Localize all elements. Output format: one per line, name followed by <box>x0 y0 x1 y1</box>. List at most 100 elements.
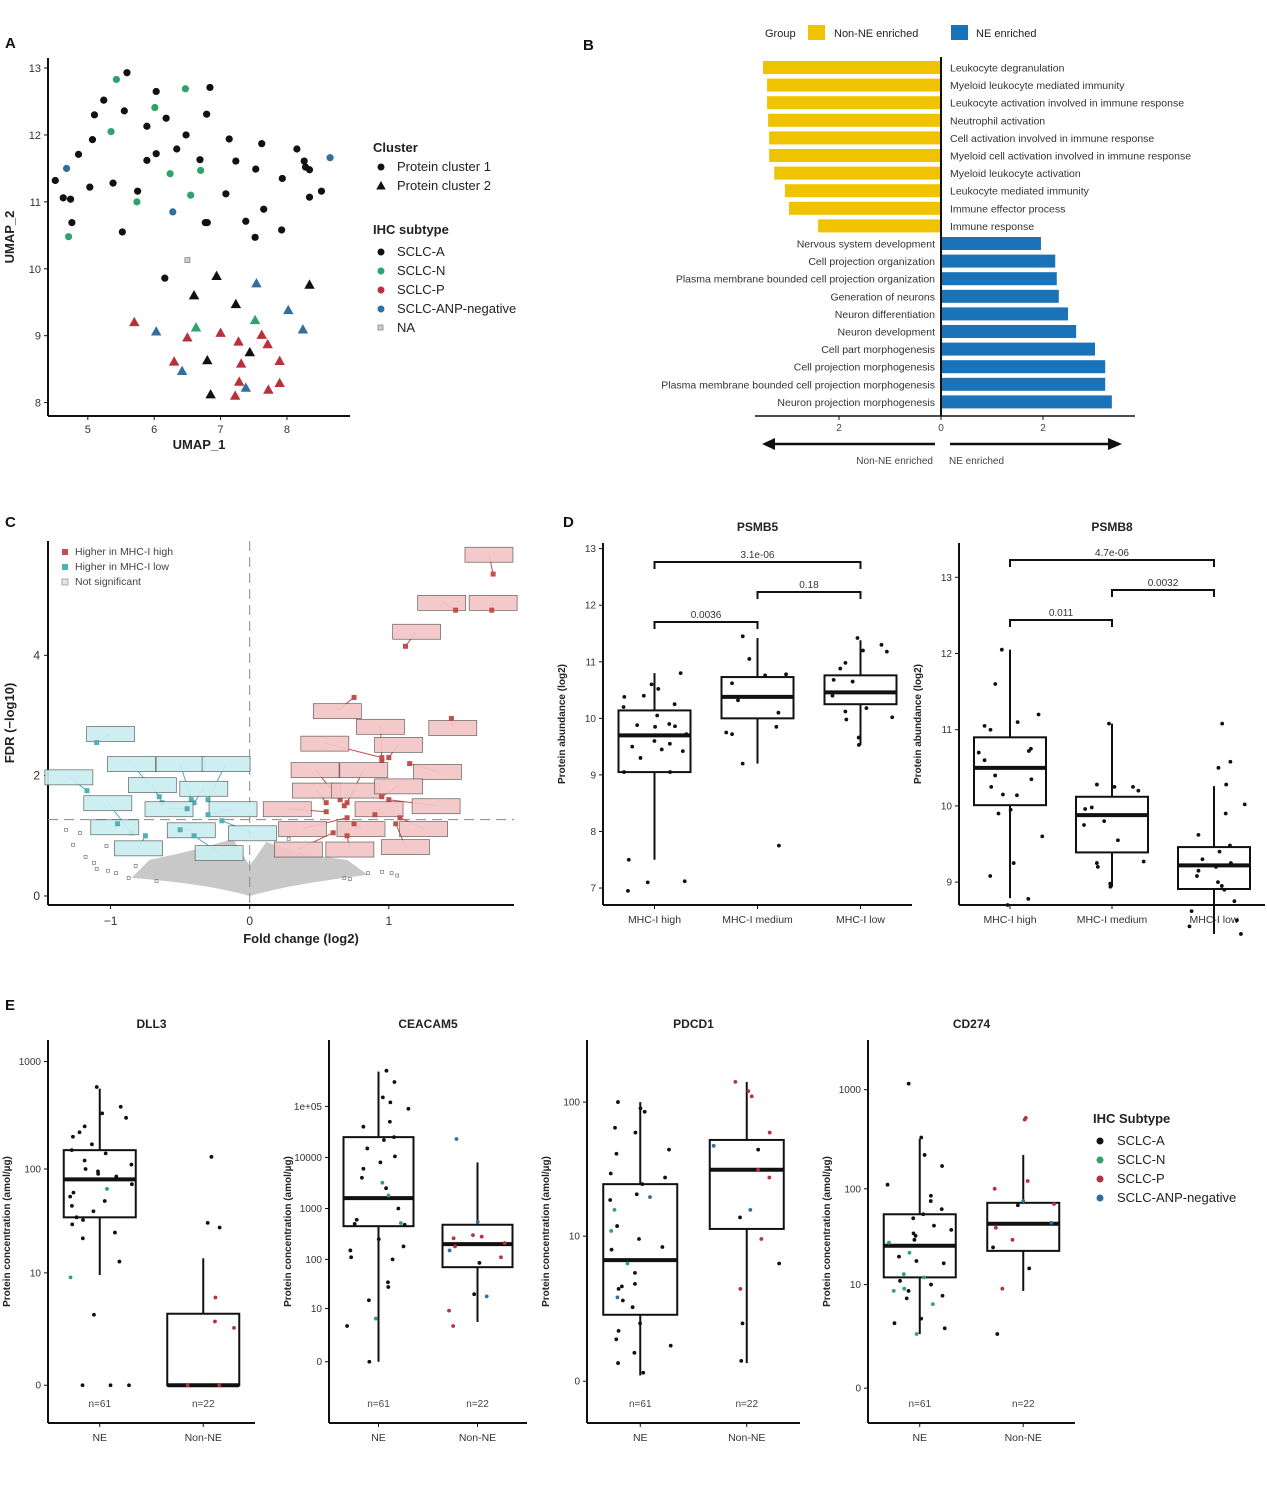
data-point <box>919 1135 924 1140</box>
data-point-circle <box>317 187 326 195</box>
data-point-circle <box>64 233 73 241</box>
data-point <box>641 693 646 698</box>
bar <box>941 289 1059 303</box>
data-point-significant <box>344 800 350 806</box>
data-point-significant <box>205 812 211 818</box>
p-value-label: 0.0032 <box>1148 578 1179 589</box>
data-point <box>940 1164 944 1168</box>
data-point-significant <box>205 797 211 803</box>
data-point <box>1027 1266 1032 1271</box>
bar <box>763 61 941 74</box>
data-point-triangle <box>256 329 267 339</box>
data-point <box>1010 1237 1015 1242</box>
data-point <box>213 1295 218 1300</box>
y-tick-label: 1000 <box>300 1204 323 1215</box>
legend-swatch-non-ne <box>808 25 825 40</box>
plot-title: DLL3 <box>137 1017 167 1031</box>
data-point <box>667 1147 671 1152</box>
box <box>1177 846 1251 890</box>
legend-dot-icon <box>1096 1137 1104 1145</box>
data-point-circle <box>107 128 115 136</box>
data-point <box>384 1186 388 1191</box>
data-point <box>1021 1199 1026 1203</box>
data-point <box>633 1130 638 1135</box>
data-point <box>684 732 689 737</box>
n-count-label: n=22 <box>1012 1399 1035 1410</box>
n-count-label: n=22 <box>192 1399 215 1410</box>
data-point-circle <box>74 150 83 158</box>
gene-label-box <box>331 782 380 799</box>
data-point <box>68 1194 73 1199</box>
data-point <box>843 661 848 665</box>
data-point <box>1141 859 1146 864</box>
legend-na-icon <box>377 324 384 331</box>
data-point <box>1008 807 1013 812</box>
data-point-triangle <box>190 322 202 332</box>
data-point-triangle <box>150 326 162 336</box>
y-axis-title: FDR (−log10) <box>2 683 17 764</box>
y-tick-label: 100 <box>563 1098 580 1109</box>
data-point <box>1196 832 1201 837</box>
x-tick-label: NE <box>633 1432 648 1444</box>
y-tick-label: 8 <box>590 827 596 838</box>
data-point <box>100 1111 105 1116</box>
significance-bracket <box>1009 559 1215 567</box>
data-point <box>626 857 631 862</box>
data-point <box>941 1261 946 1266</box>
data-point <box>740 761 745 766</box>
bar <box>769 131 941 145</box>
legend-dot-icon <box>1096 1156 1104 1164</box>
data-point-triangle <box>229 390 241 400</box>
y-tick-label: 12 <box>941 649 953 660</box>
data-point <box>932 1223 936 1228</box>
p-value-label: 2.3e-08 <box>135 0 169 3</box>
bar <box>941 254 1056 268</box>
data-point <box>1232 899 1237 904</box>
data-point <box>619 1284 624 1289</box>
gene-label-box <box>228 825 277 842</box>
data-point <box>749 1094 754 1099</box>
data-point <box>740 634 745 639</box>
bar-term-label: Myeloid cell activation involved in immu… <box>950 151 1191 163</box>
data-point <box>921 1212 926 1217</box>
data-point <box>1022 1117 1027 1122</box>
data-point-triangle <box>129 316 140 327</box>
data-point <box>830 693 835 698</box>
data-point <box>608 1171 613 1176</box>
data-point <box>89 1142 94 1147</box>
data-point <box>640 1182 645 1187</box>
data-point <box>479 1234 484 1239</box>
legend-dot-icon <box>1096 1175 1104 1183</box>
data-point-circle <box>143 156 151 164</box>
data-point <box>1131 784 1135 789</box>
data-point <box>1187 924 1192 929</box>
n-count-label: n=22 <box>466 1399 489 1410</box>
data-point-circle <box>300 157 308 165</box>
plot-title: CD274 <box>953 1017 991 1031</box>
data-point <box>736 698 740 703</box>
y-tick-label: 0 <box>316 1357 322 1368</box>
data-point-triangle <box>205 389 216 399</box>
legend-label: Not significant <box>75 576 141 588</box>
data-point <box>205 1220 210 1225</box>
data-point <box>83 855 88 859</box>
bar-term-label: Cell projection organization <box>808 256 935 268</box>
gene-label-box <box>336 821 386 837</box>
data-point-circle <box>152 150 160 158</box>
plot-title: CEACAM5 <box>398 1017 458 1031</box>
data-point <box>1001 792 1005 797</box>
bar <box>941 377 1106 391</box>
gene-label-box <box>392 623 441 640</box>
y-tick-label: 4 <box>33 648 40 662</box>
data-point <box>69 1148 74 1153</box>
bar <box>767 78 941 92</box>
data-point-significant <box>142 833 148 839</box>
data-point <box>451 1324 456 1328</box>
y-tick-label: 10 <box>30 1268 42 1279</box>
arrow-right-icon <box>1108 438 1122 450</box>
data-point <box>995 1332 1000 1336</box>
data-point <box>92 1312 96 1317</box>
data-point-triangle <box>202 354 213 365</box>
y-tick-label: 10 <box>29 264 41 276</box>
gene-label-box <box>312 703 362 720</box>
